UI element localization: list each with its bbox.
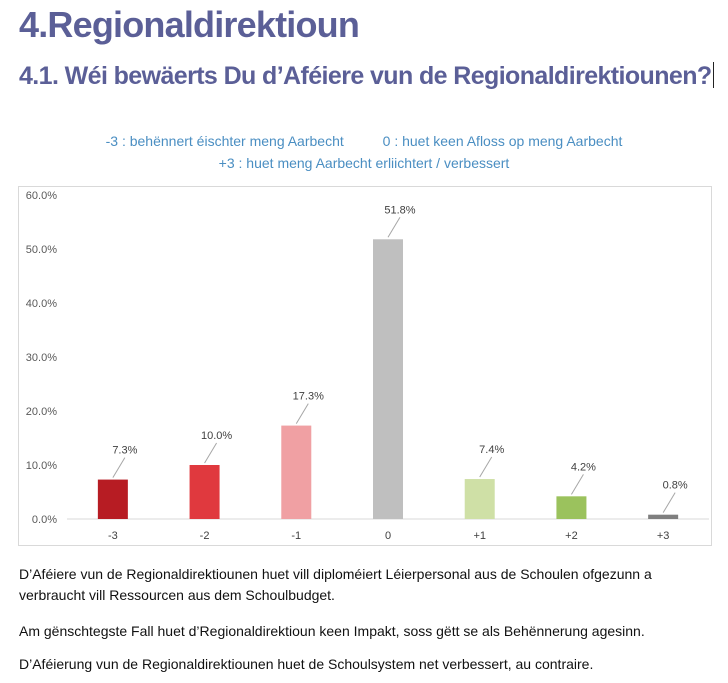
data-label-leader xyxy=(662,492,676,513)
bar--2 xyxy=(189,465,220,519)
bar-+3 xyxy=(648,514,679,519)
data-label-leader xyxy=(295,403,309,424)
legend-line-1: -3 : behënnert éischter meng Aarbecht 0 … xyxy=(105,133,623,149)
y-tick-label: 50.0% xyxy=(26,244,57,256)
paragraph-1: D’Aféiere vun de Regionaldirektiounen hu… xyxy=(19,566,652,603)
data-label-leader xyxy=(387,217,401,238)
y-tick-label: 20.0% xyxy=(26,406,57,418)
data-label: 17.3% xyxy=(293,391,324,403)
y-tick-label: 0.0% xyxy=(32,514,57,526)
y-tick-label: 10.0% xyxy=(26,460,57,472)
paragraph-3: D’Aféierung vun de Regionaldirektiounen … xyxy=(19,656,594,672)
y-tick-label: 30.0% xyxy=(26,352,57,364)
page-title: 4.Regionaldirektioun xyxy=(19,4,360,45)
bar-0 xyxy=(373,239,403,519)
chart-canvas: 0.0% 10.0% 20.0% 30.0% 40.0% 50.0% 60.0% -3 7.3%… xyxy=(26,190,709,542)
x-tick-label: 0 xyxy=(385,530,391,542)
data-label-leader xyxy=(112,457,126,478)
bar-+1 xyxy=(464,479,495,519)
data-label: 7.3% xyxy=(112,445,137,457)
x-tick-label: -3 xyxy=(108,530,118,542)
legend-line-2: +3 : huet meng Aarbecht erliichtert / ve… xyxy=(218,155,510,171)
x-tick-label: +2 xyxy=(565,530,578,542)
page-subtitle: 4.1. Wéi bewäerts Du d’Aféiere vun de Re… xyxy=(19,62,714,91)
bar--3 xyxy=(97,479,128,519)
data-label: 10.0% xyxy=(201,430,232,442)
bar--1 xyxy=(281,425,312,519)
data-label-leader xyxy=(204,442,218,464)
data-label: 51.8% xyxy=(384,204,415,216)
bar-+2 xyxy=(556,496,587,519)
data-label: 7.4% xyxy=(479,444,504,456)
paragraph-2: Am gënschtegste Fall huet d’Regionaldire… xyxy=(19,623,645,639)
text-cursor xyxy=(712,62,714,88)
x-tick-label: -1 xyxy=(291,530,301,542)
data-label-leader xyxy=(479,456,493,478)
y-tick-label: 40.0% xyxy=(26,298,57,310)
x-tick-label: +1 xyxy=(473,530,486,542)
bar-chart: 0.0% 10.0% 20.0% 30.0% 40.0% 50.0% 60.0% -3 7.3%… xyxy=(18,186,712,546)
data-label: 0.8% xyxy=(663,480,688,492)
y-tick-label: 60.0% xyxy=(26,190,57,202)
data-label-leader xyxy=(570,474,584,495)
x-tick-label: -2 xyxy=(200,530,210,542)
data-label: 4.2% xyxy=(571,461,596,473)
x-tick-label: +3 xyxy=(657,530,670,542)
subtitle-text: 4.1. Wéi bewäerts Du d’Aféiere vun de Re… xyxy=(19,62,712,90)
